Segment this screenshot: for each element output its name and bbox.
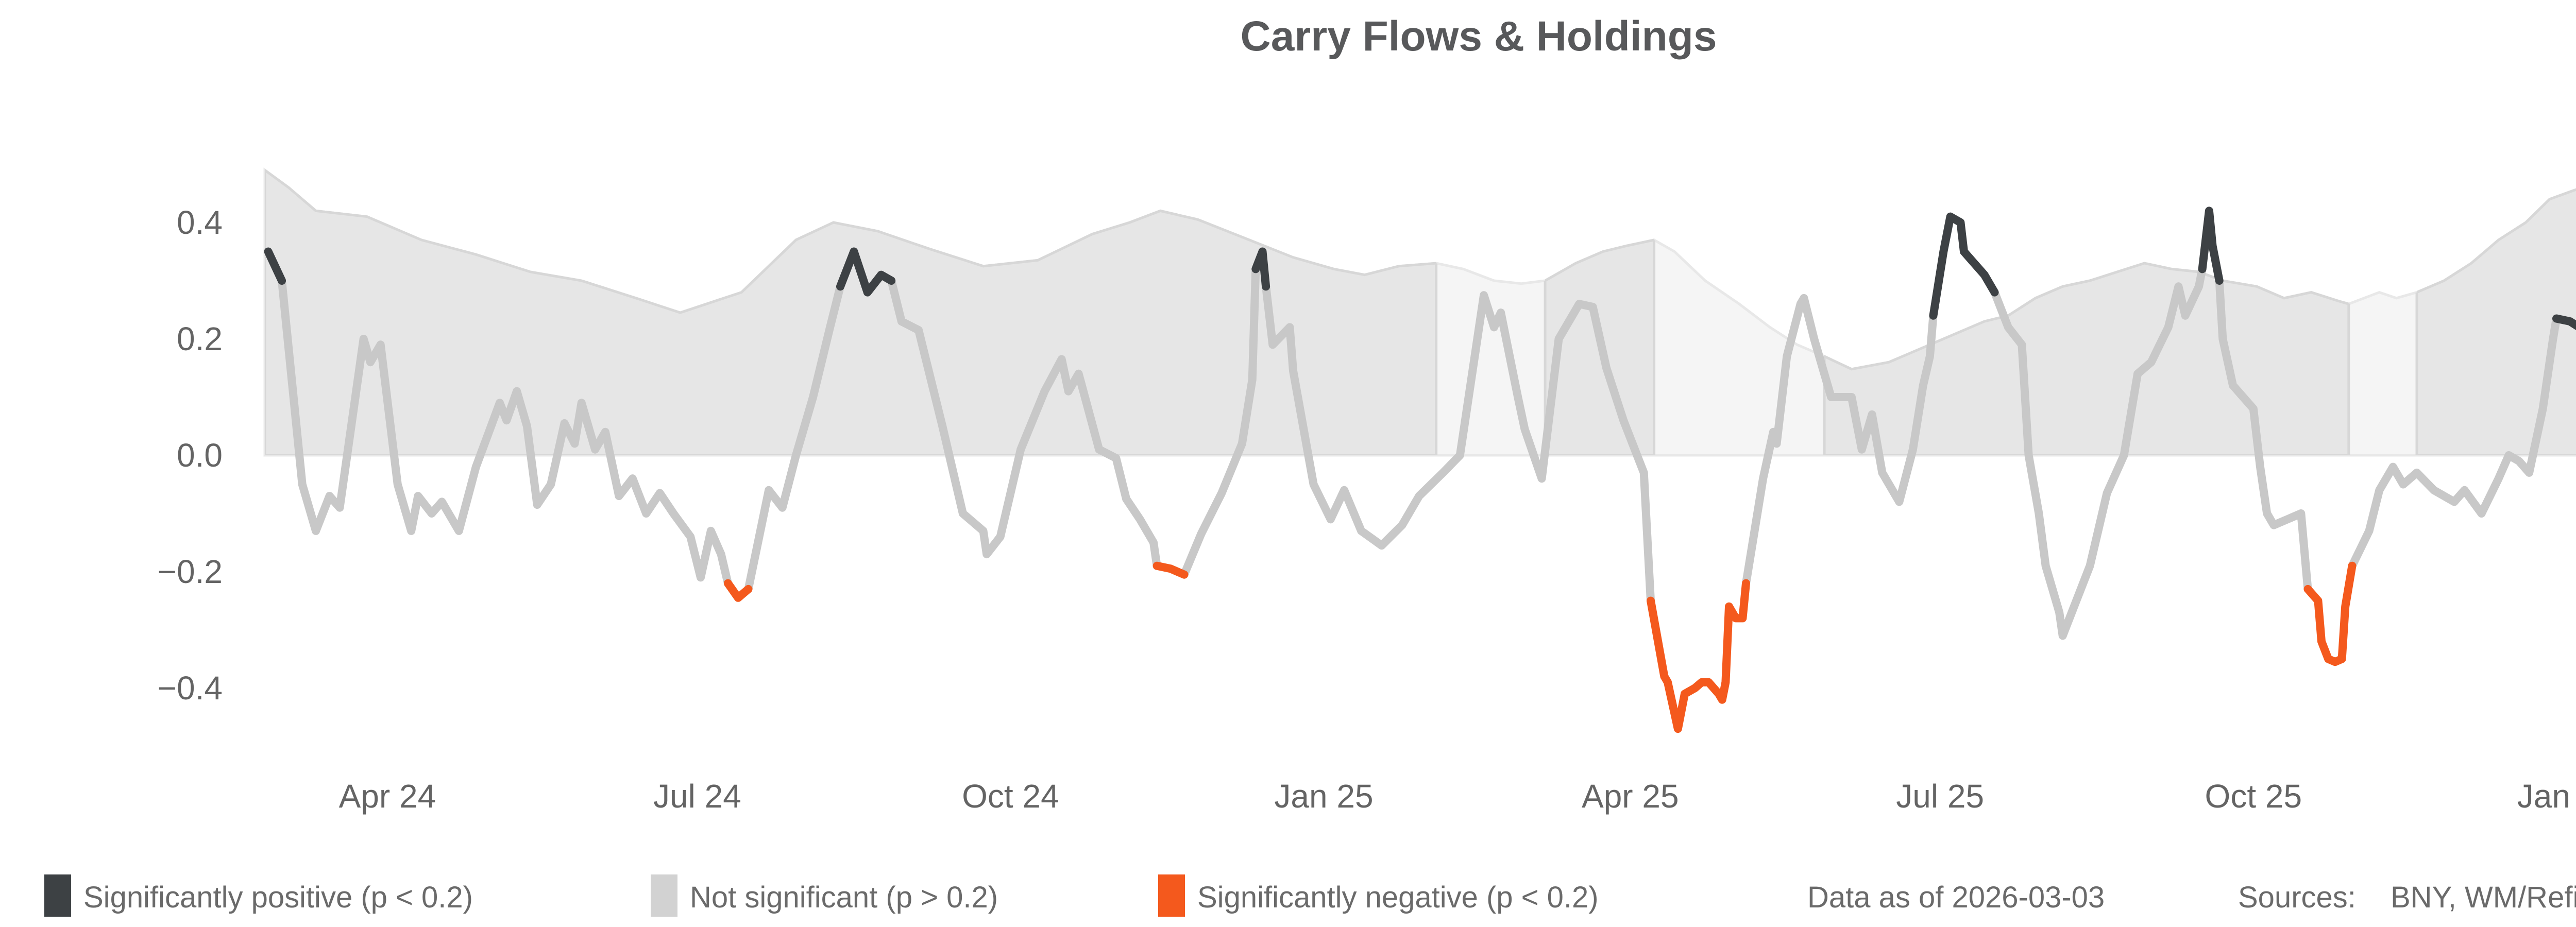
y-axis-tick-label: 0.4 xyxy=(177,204,223,241)
x-axis-tick-label: Jul 24 xyxy=(653,778,741,815)
y-axis-tick-label: 0.2 xyxy=(177,320,223,357)
x-axis-tick-label: Apr 24 xyxy=(339,778,436,815)
shaded-period xyxy=(1544,170,1656,455)
legend-swatch-negative xyxy=(1158,874,1185,917)
legend-label-negative: Significantly negative (p < 0.2) xyxy=(1197,881,1599,914)
legend: Significantly positive (p < 0.2) Not sig… xyxy=(44,874,1599,917)
x-axis-tick-labels: Apr 24 Jul 24 Oct 24 Jan 25 Apr 25 Jul 25 Oct … xyxy=(339,778,2576,815)
sources-label: Sources: xyxy=(2238,881,2356,914)
shaded-periods-layer xyxy=(265,167,2576,455)
x-axis-tick-label: Oct 25 xyxy=(2205,778,2302,815)
x-axis-tick-label: Jan 26 xyxy=(2517,778,2576,815)
flow-line-neutral xyxy=(278,265,2561,640)
footer: Data as of 2026-03-03 Sources: BNY, WM/R… xyxy=(1807,881,2576,914)
x-axis-tick-label: Jul 25 xyxy=(1896,778,1984,815)
flow-line-positive xyxy=(264,207,2576,330)
flow-line-negative xyxy=(723,561,2357,733)
shaded-period xyxy=(265,170,1438,455)
x-axis-tick-label: Jan 25 xyxy=(1274,778,1373,815)
y-axis-tick-labels: 0.4 0.2 0.0 −0.2 −0.4 xyxy=(158,204,223,707)
y-axis-tick-label: −0.4 xyxy=(158,670,223,707)
shaded-period xyxy=(1823,170,2350,455)
legend-label-positive: Significantly positive (p < 0.2) xyxy=(83,881,473,914)
y-axis-tick-label: −0.2 xyxy=(158,553,223,590)
shaded-period-edge xyxy=(265,167,2576,455)
flow-line-layer xyxy=(264,207,2576,733)
chart-title: Carry Flows & Holdings xyxy=(1241,13,1717,60)
sources-value: BNY, WM/Refinitiv xyxy=(2391,881,2576,914)
legend-label-neutral: Not significant (p > 0.2) xyxy=(690,881,998,914)
x-axis-tick-label: Apr 25 xyxy=(1582,778,1679,815)
legend-swatch-neutral xyxy=(651,874,677,917)
data-as-of-text: Data as of 2026-03-03 xyxy=(1807,881,2105,914)
legend-swatch-positive xyxy=(44,874,71,917)
y-axis-tick-label: 0.0 xyxy=(177,437,223,474)
x-axis-tick-label: Oct 24 xyxy=(962,778,1059,815)
